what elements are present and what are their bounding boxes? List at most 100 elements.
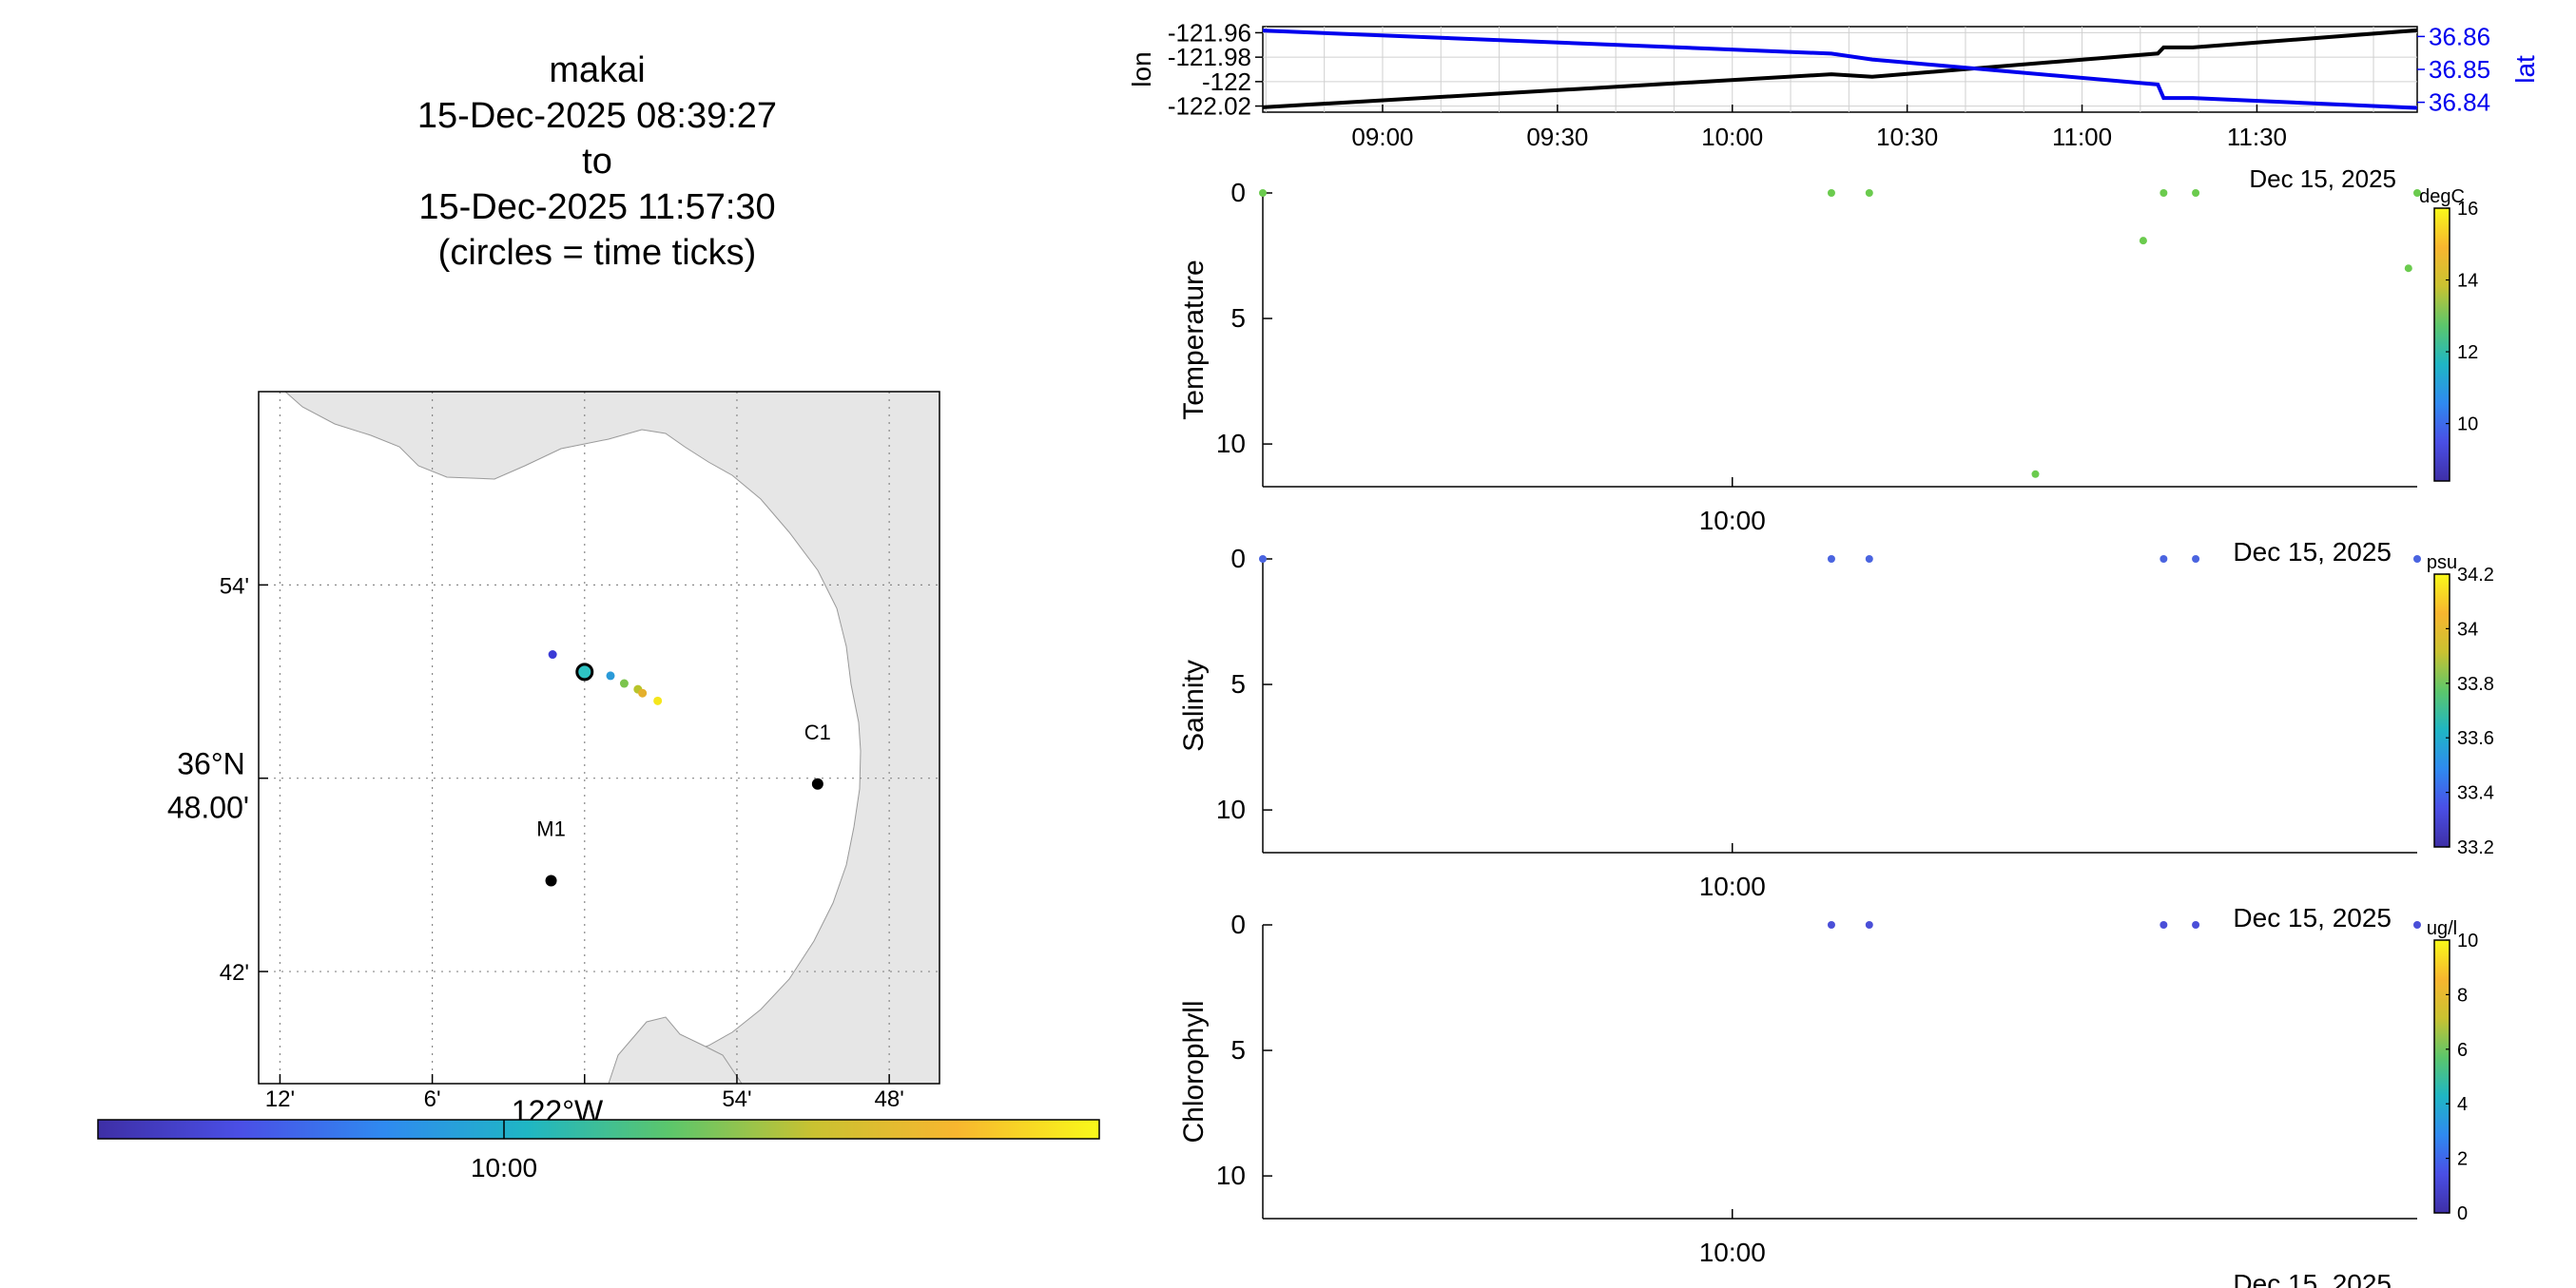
temperature-colorbar-tick-label: 16 xyxy=(2457,199,2478,220)
chlorophyll-y-tick-label: 5 xyxy=(1230,1035,1246,1065)
lon-tick-label: -122 xyxy=(1202,67,1251,96)
time-colorbar: 10:00 xyxy=(97,1119,1100,1182)
salinity-colorbar xyxy=(2433,573,2450,848)
chlorophyll-colorbar-tick-label: 6 xyxy=(2457,1040,2468,1061)
lon-tick-label: -121.96 xyxy=(1168,18,1251,47)
salinity-y-tick-label: 5 xyxy=(1230,669,1246,699)
lonlat-time-tick-label: 11:30 xyxy=(2227,123,2287,151)
map-frame xyxy=(258,391,940,1085)
temperature-colorbar-tick-label: 14 xyxy=(2457,271,2478,292)
lon-series-line xyxy=(1262,28,2418,109)
title-line-4: 15-Dec-2025 11:57:30 xyxy=(418,187,775,227)
temperature-data-point xyxy=(1259,189,1267,197)
lon-tick-label: -121.98 xyxy=(1168,43,1251,71)
lonlat-panel: -121.96-121.98-122-122.02 36.86 36.85 36.84… xyxy=(1127,18,2540,193)
temperature-y-tick-label: 10 xyxy=(1216,429,1246,458)
chlorophyll-y-tick-label: 0 xyxy=(1230,910,1246,939)
chlorophyll-data-point xyxy=(2413,921,2421,929)
chlorophyll-colorbar-tick-label: 4 xyxy=(2457,1094,2468,1115)
map-lat-label: 48.00' xyxy=(167,791,249,825)
lonlat-time-tick-label: 10:00 xyxy=(1701,123,1763,151)
chlorophyll-date-label: Dec 15, 2025 xyxy=(2233,1269,2392,1288)
map-station-marker xyxy=(811,778,823,790)
title-block: makai 15-Dec-2025 08:39:27 to 15-Dec-202… xyxy=(417,50,777,273)
chlorophyll-colorbar-tick-label: 10 xyxy=(2457,931,2478,952)
salinity-x-tick-label: 10:00 xyxy=(1699,872,1766,901)
title-line-1: makai xyxy=(549,50,645,90)
temperature-y-tick-label: 5 xyxy=(1230,303,1246,333)
chlorophyll-data-point xyxy=(2160,921,2168,929)
salinity-y-tick-label: 10 xyxy=(1216,795,1246,824)
chlorophyll-colorbar xyxy=(2433,939,2450,1214)
salinity-y-tick-label: 0 xyxy=(1230,544,1246,573)
lon-tick-label: -122.02 xyxy=(1168,92,1251,121)
land-south xyxy=(608,1016,743,1084)
salinity-colorbar-tick-label: 33.4 xyxy=(2457,783,2494,804)
temperature-colorbar-tick-label: 10 xyxy=(2457,414,2478,435)
temperature-data-point xyxy=(1827,189,1835,197)
lat-axis-label: lat xyxy=(2510,55,2540,84)
title-line-2: 15-Dec-2025 08:39:27 xyxy=(417,96,777,136)
salinity-colorbar-tick-label: 34.2 xyxy=(2457,565,2494,586)
map-lon-label: 12' xyxy=(265,1086,295,1112)
temperature-axis-label: Temperature xyxy=(1178,260,1210,419)
chlorophyll-axis-label: Chlorophyll xyxy=(1178,1000,1210,1143)
lat-tick-label: 36.86 xyxy=(2429,22,2490,50)
temperature-y-tick-label: 0 xyxy=(1230,178,1246,207)
chlorophyll-colorbar-tick-label: 8 xyxy=(2457,985,2468,1006)
salinity-date-label: Dec 15, 2025 xyxy=(2233,903,2392,932)
temperature-x-tick-label: 10:00 xyxy=(1699,506,1766,535)
salinity-data-point xyxy=(1259,555,1267,563)
salinity-colorbar-tick-label: 33.8 xyxy=(2457,674,2494,695)
lat-major-deg: 36°N xyxy=(177,747,245,781)
salinity-colorbar-tick-label: 34 xyxy=(2457,619,2478,640)
chlorophyll-y-tick-label: 10 xyxy=(1216,1161,1246,1190)
map-track-point xyxy=(638,688,648,698)
temperature-data-point xyxy=(2139,237,2147,245)
chlorophyll-colorbar-unit: ug/l xyxy=(2427,918,2457,939)
salinity-colorbar-tick-label: 33.6 xyxy=(2457,728,2494,749)
map-lat-label: 42' xyxy=(220,960,249,986)
map-lat-major-label: 36°N xyxy=(177,747,245,781)
salinity-colorbar-tick-label: 33.2 xyxy=(2457,837,2494,858)
temperature-colorbar xyxy=(2433,207,2450,482)
land xyxy=(259,392,939,1084)
chlorophyll-colorbar-tick-label: 0 xyxy=(2457,1203,2468,1224)
lat-series-line xyxy=(1262,29,2418,110)
lonlat-time-tick-label: 11:00 xyxy=(2052,123,2112,151)
chlorophyll-data-point xyxy=(1865,921,1873,929)
map-current-position-marker xyxy=(575,663,594,682)
map-station-label: M1 xyxy=(536,817,566,840)
map-track-point xyxy=(653,696,663,705)
map-lon-label: 48' xyxy=(875,1086,904,1112)
lonlat-time-tick-label: 10:30 xyxy=(1876,123,1938,151)
chlorophyll-x-tick-label: 10:00 xyxy=(1699,1238,1766,1267)
map-lon-label: 6' xyxy=(424,1086,441,1112)
map-station-label: C1 xyxy=(804,721,831,744)
map-tick-labels: 54' 48.00' 42' 12' 6' 54' 48' xyxy=(167,573,904,1112)
temperature-colorbar-unit: degC xyxy=(2419,186,2465,207)
lat-tick-label: 36.85 xyxy=(2429,55,2490,84)
time-colorbar-tick-label: 10:00 xyxy=(471,1153,537,1182)
title-line-3: to xyxy=(582,142,612,182)
salinity-data-point xyxy=(1827,555,1835,563)
map-grid xyxy=(259,392,939,1084)
chlorophyll-data-point xyxy=(1827,921,1835,929)
map-track xyxy=(548,650,663,705)
temperature-data-point xyxy=(2413,189,2421,197)
salinity-data-point xyxy=(2192,555,2200,563)
lonlat-time-tick-label: 09:00 xyxy=(1351,123,1413,151)
temperature-data-point xyxy=(2404,264,2412,273)
temperature-data-point xyxy=(2192,189,2200,197)
lonlat-time-tick-label: 09:30 xyxy=(1526,123,1588,151)
temperature-date-label: Dec 15, 2025 xyxy=(2233,537,2392,567)
salinity-data-point xyxy=(1865,555,1873,563)
map-station-marker xyxy=(545,875,557,887)
map-track-point xyxy=(606,671,615,681)
temperature-data-point xyxy=(1865,189,1873,197)
